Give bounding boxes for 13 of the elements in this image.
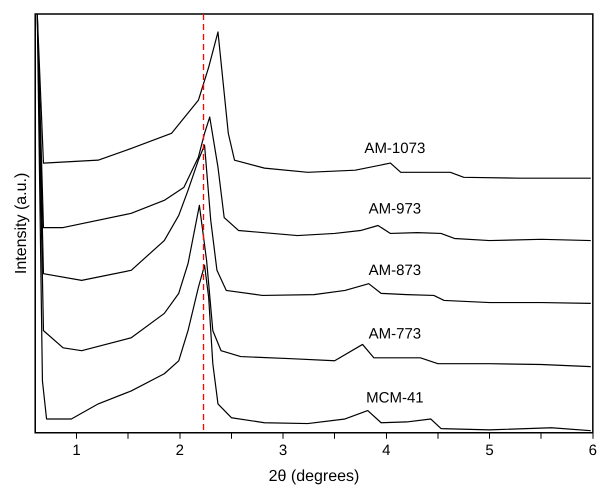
series-label: AM-973 bbox=[368, 200, 422, 218]
x-tick-label: 4 bbox=[382, 442, 390, 459]
x-tick-label: 6 bbox=[588, 442, 597, 459]
x-axis-title: 2θ (degrees) bbox=[268, 468, 360, 485]
y-axis-title: Intensity (a.u.) bbox=[13, 172, 30, 274]
series-label: AM-1073 bbox=[364, 140, 426, 157]
series-label: AM-873 bbox=[368, 262, 422, 280]
series-label: AM-773 bbox=[368, 325, 422, 342]
x-tick-label: 1 bbox=[72, 442, 81, 459]
x-tick-label: 3 bbox=[278, 442, 288, 459]
x-tick-label: 5 bbox=[485, 442, 494, 459]
series-label: MCM-41 bbox=[366, 390, 424, 407]
x-tick-label: 2 bbox=[176, 442, 184, 459]
